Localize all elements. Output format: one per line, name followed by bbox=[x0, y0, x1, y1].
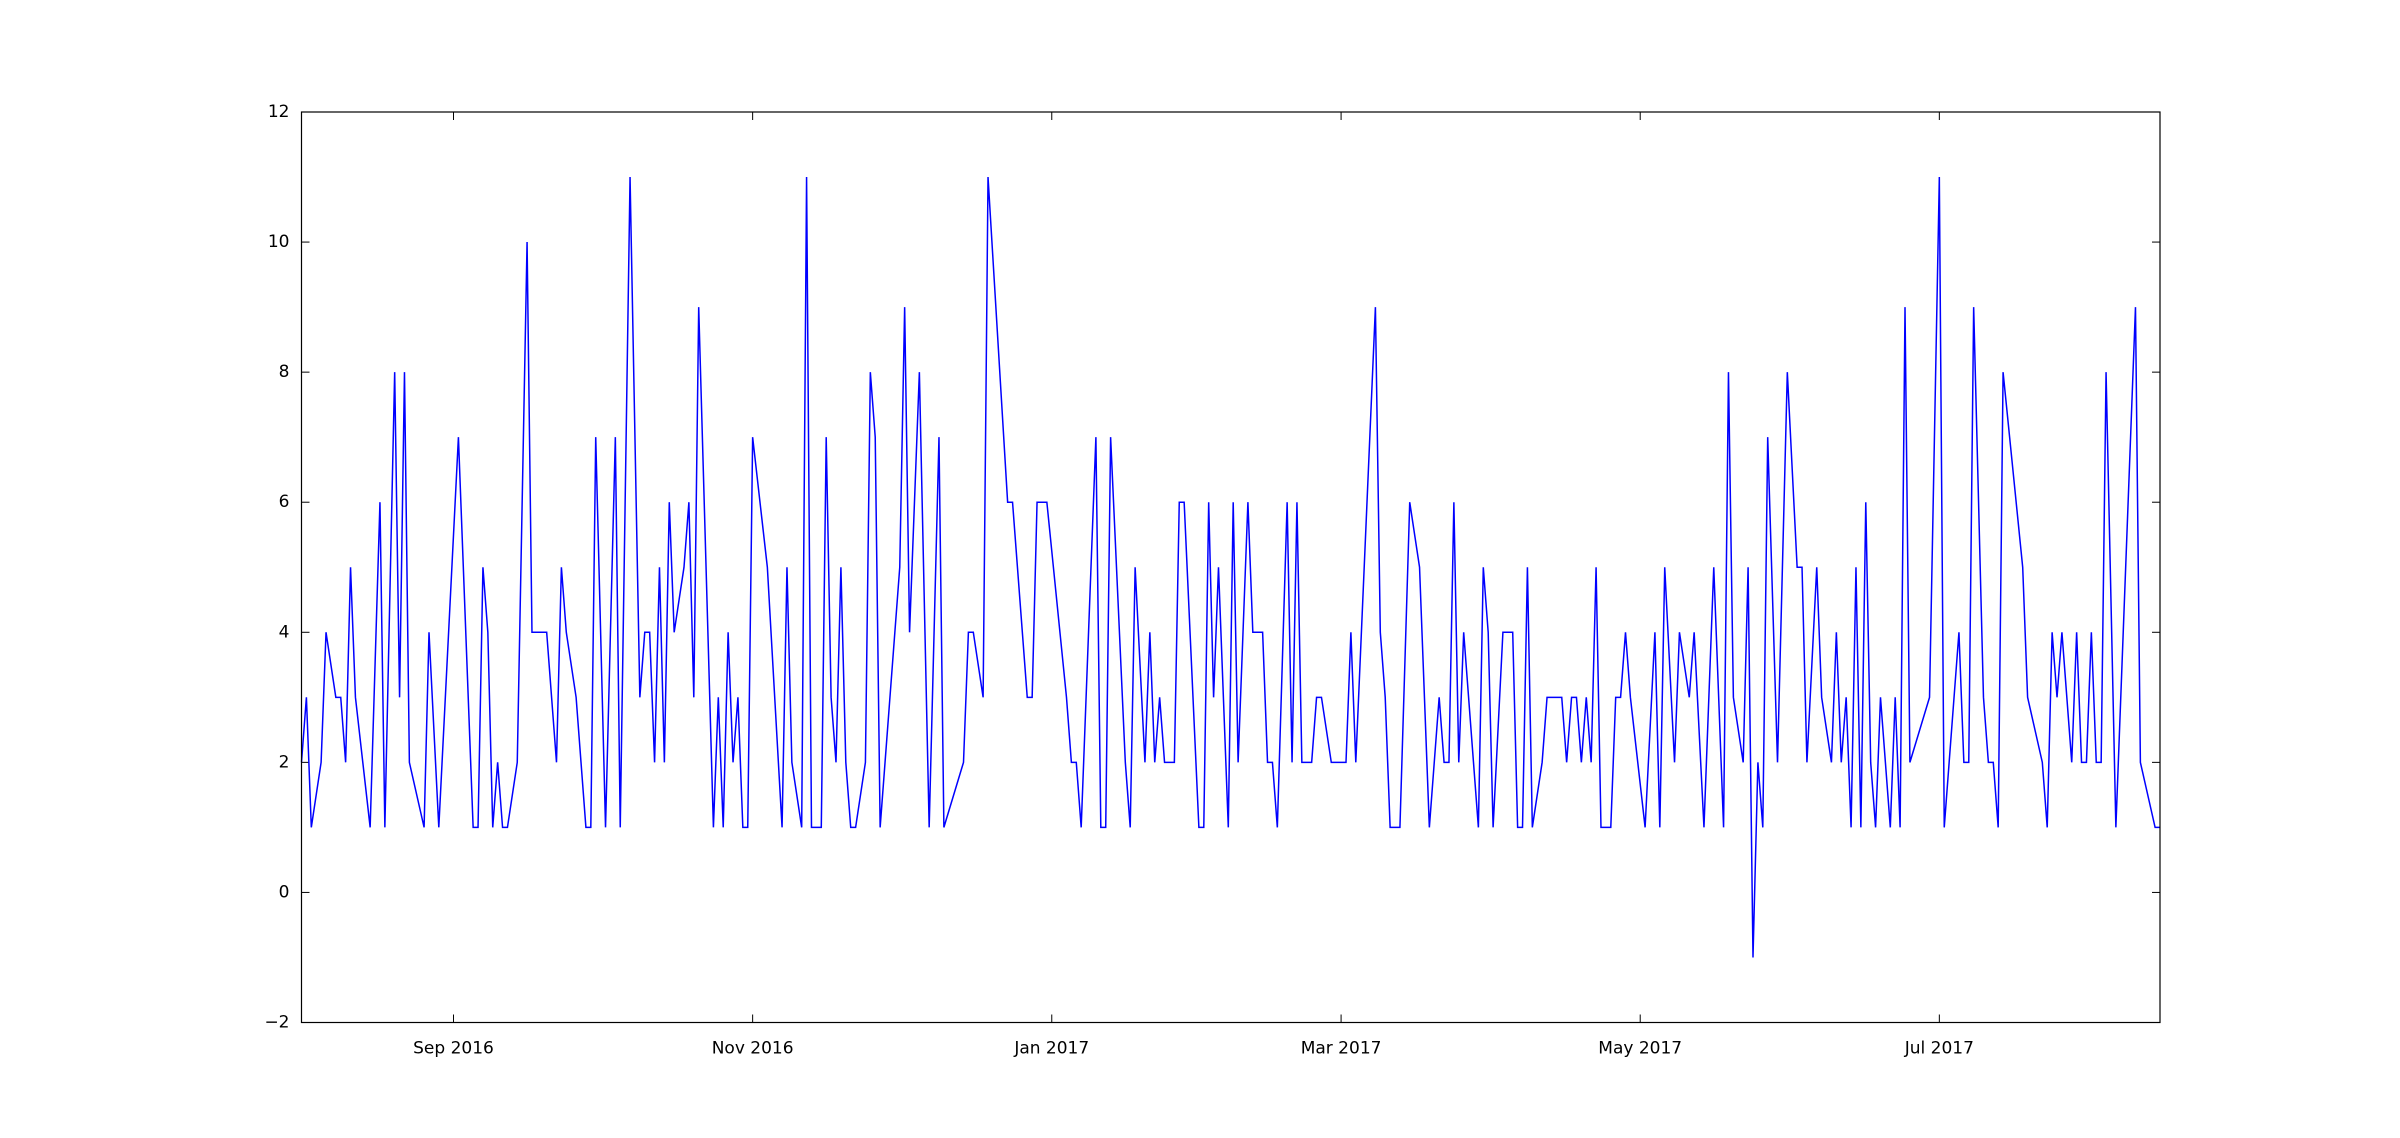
y-tick-label: −2 bbox=[264, 1013, 289, 1033]
data-line bbox=[300, 176, 2160, 958]
y-tick-label: 12 bbox=[268, 102, 290, 122]
y-tick-label: 4 bbox=[279, 622, 290, 642]
x-tick-label: Nov 2016 bbox=[712, 1039, 794, 1059]
x-tick-label: May 2017 bbox=[1598, 1039, 1682, 1059]
y-tick-label: 6 bbox=[279, 492, 290, 512]
y-tick-label: 10 bbox=[268, 232, 290, 252]
y-tick-label: 0 bbox=[279, 882, 290, 902]
x-tick-label: Sep 2016 bbox=[413, 1039, 494, 1059]
y-tick-label: 8 bbox=[279, 362, 290, 382]
x-tick-label: Jul 2017 bbox=[1904, 1039, 1974, 1059]
x-tick-label: Jan 2017 bbox=[1013, 1039, 1089, 1059]
y-tick-label: 2 bbox=[279, 752, 290, 772]
x-tick-label: Mar 2017 bbox=[1301, 1039, 1382, 1059]
plot-frame bbox=[300, 111, 2161, 1024]
